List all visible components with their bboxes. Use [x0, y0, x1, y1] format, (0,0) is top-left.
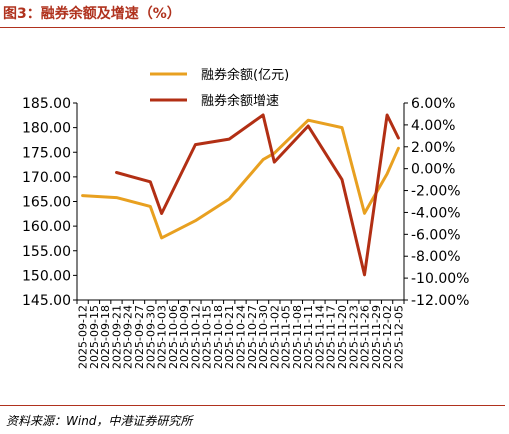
x-axis-tick-label: 2025-09-21 [110, 305, 123, 369]
x-axis-tick-label: 2025-11-26 [359, 305, 372, 369]
legend-label-2: 融券余额增速 [201, 93, 279, 109]
source-note: 资料来源：Wind，中港证券研究所 [6, 414, 193, 428]
x-axis-tick-label: 2025-10-24 [235, 305, 248, 369]
x-axis-tick-label: 2025-09-18 [99, 305, 112, 369]
x-axis-tick-label: 2025-11-23 [347, 305, 360, 369]
right-axis-tick-label: -10.00% [411, 271, 469, 287]
x-axis-tick-label: 2025-11-29 [370, 305, 383, 369]
left-axis-tick-label: 160.00 [22, 219, 71, 235]
x-axis-tick-label: 2025-09-15 [88, 305, 101, 369]
right-axis-tick-label: -4.00% [411, 205, 461, 221]
x-axis-tick-label: 2025-11-14 [313, 305, 326, 369]
left-axis-tick-label: 180.00 [22, 121, 71, 137]
x-axis-tick-label: 2025-10-18 [212, 305, 225, 369]
right-axis-tick-label: -12.00% [411, 293, 469, 309]
axes: 145.00 150.00 155.00 160.00 165.00 170.00 175.… [22, 96, 469, 369]
x-axis-tick-label: 2025-11-11 [302, 305, 315, 369]
right-axis-tick-label: -6.00% [411, 227, 461, 243]
right-axis-tick-label: -2.00% [411, 184, 461, 200]
x-axis-tick-label: 2025-10-30 [257, 305, 270, 369]
right-axis-tick-label: 2.00% [411, 140, 455, 156]
right-axis-tick-label: 4.00% [411, 118, 455, 134]
series-line-2 [115, 113, 400, 277]
x-axis-tick-label: 2025-12-05 [392, 305, 405, 369]
x-axis-tick-label: 2025-12-02 [381, 305, 394, 369]
left-axis-tick-label: 185.00 [22, 96, 71, 112]
right-axis-tick-label: 6.00% [411, 96, 455, 112]
series-lines [81, 113, 400, 277]
top-rule [0, 27, 505, 28]
left-axis-tick-label: 155.00 [22, 244, 71, 260]
x-axis-tick-label: 2025-09-12 [77, 305, 90, 369]
bottom-rule [0, 405, 505, 406]
left-axis-tick-label: 150.00 [22, 268, 71, 284]
x-axis-tick-label: 2025-09-27 [133, 305, 146, 369]
x-axis-tick-label: 2025-10-21 [223, 305, 236, 369]
legend-label-1: 融券余额(亿元) [201, 67, 289, 83]
x-axis-tick-label: 2025-10-27 [246, 305, 259, 369]
figure-title: 图3：融券余额及增速（%） [3, 6, 181, 22]
left-axis-tick-label: 175.00 [22, 145, 71, 161]
right-axis-tick-label: -8.00% [411, 249, 461, 265]
legend: 融券余额(亿元) 融券余额增速 [150, 67, 289, 109]
x-axis-tick-label: 2025-09-30 [144, 305, 157, 369]
x-axis-tick-label: 2025-10-12 [189, 305, 202, 369]
x-axis-tick-label: 2025-10-15 [201, 305, 214, 369]
left-axis-tick-label: 170.00 [22, 170, 71, 186]
right-axis-tick-label: 0.00% [411, 162, 455, 178]
left-axis-tick-label: 145.00 [22, 293, 71, 309]
x-axis-tick-label: 2025-11-05 [280, 305, 293, 369]
x-axis-tick-label: 2025-11-17 [325, 305, 338, 369]
x-axis-tick-label: 2025-11-20 [336, 305, 349, 369]
x-axis-tick-label: 2025-10-06 [167, 305, 180, 369]
x-axis-tick-label: 2025-11-02 [268, 305, 281, 369]
x-axis-tick-label: 2025-11-08 [291, 305, 304, 369]
x-axis-tick-label: 2025-10-03 [156, 305, 169, 369]
x-axis-tick-label: 2025-09-24 [122, 305, 135, 369]
x-axis-tick-label: 2025-10-09 [178, 305, 191, 369]
left-axis-tick-label: 165.00 [22, 195, 71, 211]
series-line-1 [81, 118, 400, 240]
